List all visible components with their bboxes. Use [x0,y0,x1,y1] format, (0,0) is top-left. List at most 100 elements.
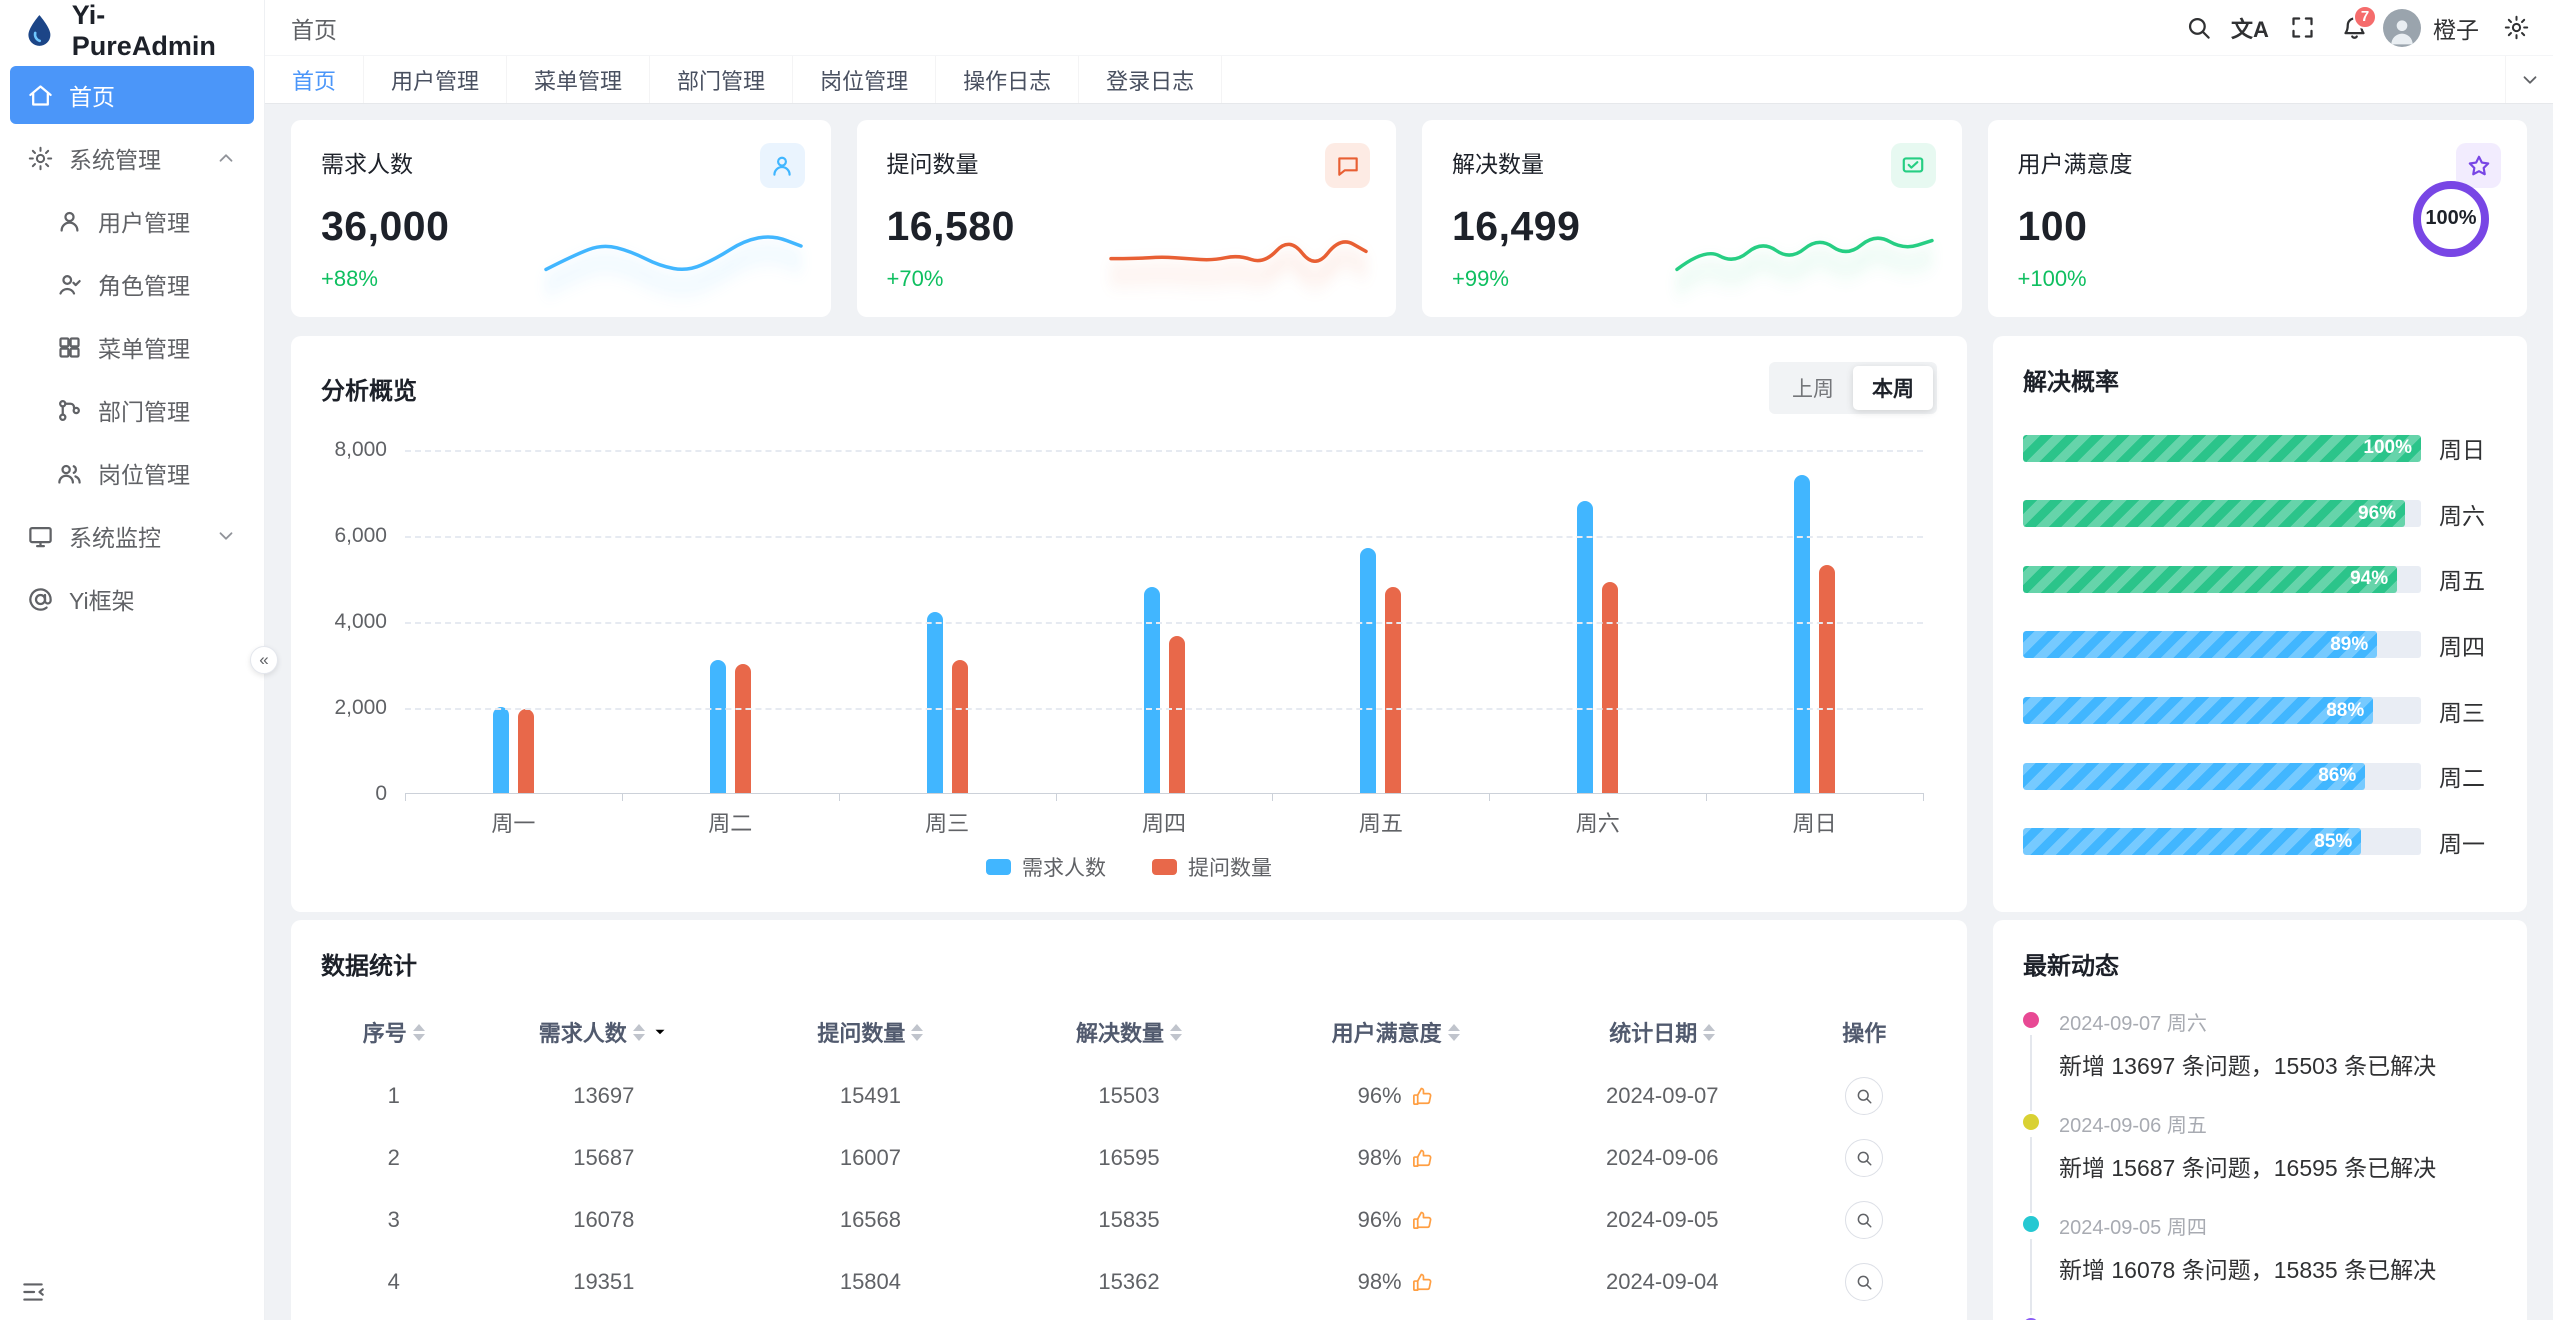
stat-delta: +70% [886,266,944,291]
view-detail-button[interactable] [1845,1201,1884,1239]
sidebar-item-label: 菜单管理 [98,336,190,362]
bar-需求人数-周六 [1577,500,1594,793]
stat-iconbox [1890,143,1936,188]
filter-chevron-icon [651,1023,669,1041]
bar-group-4 [1272,450,1489,793]
stat-value: 36,000 [321,203,450,249]
sidebar-item-label: 系统监控 [69,525,161,551]
probability-list: 100% 周日 96% 周六 94% 周五 89% 周四 88% 周三 86% 周二 85% 周一 [2023,431,2497,859]
toggle-1[interactable]: 本周 [1853,366,1933,410]
collapse-glyph: « [259,650,269,669]
chart-legend: 需求人数 提问数量 [321,852,1937,882]
gear-icon [2503,14,2530,41]
probability-track: 100% [2023,434,2421,462]
content: 需求人数 36,000 +88% 提问数量 16,580 +70% 解决数量 16,499 +9… [265,104,2553,1320]
tab-2[interactable]: 菜单管理 [507,56,651,103]
probability-row-3: 89% 周四 [2023,628,2497,662]
bar-提问数量-周日 [1819,565,1836,793]
stat-iconbox [1325,143,1370,188]
translate-button[interactable]: 文A [2227,5,2273,51]
tab-0[interactable]: 首页 [265,56,365,103]
probability-fill: 89% [2023,631,2378,659]
table-header-4[interactable]: 用户满意度 [1258,999,1533,1065]
probability-row-6: 85% 周一 [2023,825,2497,859]
view-detail-button[interactable] [1845,1263,1884,1301]
table-header-5[interactable]: 统计日期 [1533,999,1792,1065]
sidebar-subitem-1-1[interactable]: 角色管理 [10,255,254,313]
table-header-3[interactable]: 解决数量 [1000,999,1259,1065]
stat-card-1: 提问数量 16,580 +70% [856,120,1396,317]
breadcrumb[interactable]: 首页 [291,16,337,43]
settings-button[interactable] [2493,5,2539,51]
latest-activity-title: 最新动态 [2023,953,2119,980]
toggle-0[interactable]: 上周 [1792,378,1834,401]
table-header-0[interactable]: 序号 [321,999,466,1065]
magnifier-icon [1855,1149,1873,1167]
legend-label: 需求人数 [1022,857,1106,880]
fullscreen-button[interactable] [2279,5,2325,51]
notifications-button[interactable]: 7 [2331,4,2377,51]
probability-title: 解决概率 [2023,369,2119,396]
stat-iconbox [2456,143,2501,188]
home-icon [27,82,54,109]
search-button[interactable] [2175,5,2221,51]
tab-5[interactable]: 操作日志 [936,56,1080,103]
x-tick-label: 周二 [708,811,753,836]
view-detail-button[interactable] [1845,1077,1884,1115]
stat-delta: +99% [1452,266,1509,291]
tabs-more-button[interactable] [2505,56,2553,103]
latest-activity-card: 最新动态 2024-09-07 周六 新增 13697 条问题，15503 条已解… [1993,920,2527,1320]
bar-需求人数-周一 [492,707,509,793]
legend-item-需求人数[interactable]: 需求人数 [986,852,1106,882]
sidebar-item-0[interactable]: 首页 [10,66,254,124]
tabs-list: 首页 用户管理 菜单管理 部门管理 岗位管理 操作日志 登录日志 [265,56,1223,103]
sidebar-collapse-button[interactable]: « [250,646,278,674]
statistics-table: 序号 需求人数 提问数量 解决数量 用户满意度 统计日期 操作 1 13697 15491 155… [321,999,1937,1320]
username[interactable]: 橙子 [2433,16,2479,43]
sidebar-subitem-1-2[interactable]: 菜单管理 [10,318,254,376]
y-tick-label: 2,000 [334,696,387,719]
tab-1[interactable]: 用户管理 [364,56,508,103]
app-logo[interactable]: Yi-PureAdmin [0,0,264,62]
x-tick-label: 周五 [1358,811,1403,836]
bar-需求人数-周日 [1794,474,1811,793]
stat-title: 提问数量 [886,151,979,177]
bar-需求人数-周二 [709,659,726,793]
bar-提问数量-周一 [517,709,534,793]
chart-y-axis: 0 2,000 4,000 6,000 8,000 [321,438,387,805]
tab-6[interactable]: 登录日志 [1079,56,1223,103]
period-toggle: 上周 本周 [1769,362,1937,414]
view-detail-button[interactable] [1845,1139,1884,1177]
probability-fill: 100% [2023,434,2421,462]
probability-row-2: 94% 周五 [2023,562,2497,596]
probability-fill: 85% [2023,828,2362,856]
menu-fold-icon[interactable] [20,1279,46,1305]
legend-swatch [986,859,1011,875]
avatar[interactable] [2383,8,2421,47]
y-tick-label: 0 [375,782,387,805]
sidebar-item-3[interactable]: Yi框架 [10,570,254,628]
tab-4[interactable]: 岗位管理 [793,56,937,103]
sort-caret-icon [1447,1023,1460,1041]
sidebar-subitem-1-4[interactable]: 岗位管理 [10,444,254,502]
sidebar-item-1[interactable]: 系统管理 [10,129,254,187]
table-header-1[interactable]: 需求人数 [466,999,741,1065]
thumbs-up-icon [1411,1271,1434,1294]
sidebar-item-2[interactable]: 系统监控 [10,507,254,565]
cell-date: 2024-09-04 [1605,1269,1719,1294]
table-header-2[interactable]: 提问数量 [741,999,1000,1065]
legend-item-提问数量[interactable]: 提问数量 [1152,852,1272,882]
cell-date: 2024-09-05 [1605,1207,1719,1232]
monitor-icon [27,523,54,550]
x-tick-label: 周三 [925,811,970,836]
timeline-dot [2023,1318,2039,1320]
bar-group-1 [622,450,839,793]
sidebar-subitem-1-3[interactable]: 部门管理 [10,381,254,439]
sidebar-subitem-1-0[interactable]: 用户管理 [10,192,254,250]
sidebar: Yi-PureAdmin 首页 系统管理 用户管理 角色管理菜单管理部门管理 岗位管理系… [0,0,278,1320]
timeline-date: 2024-09-07 周六 [2059,1013,2207,1035]
fullscreen-icon [2289,14,2316,41]
tab-3[interactable]: 部门管理 [650,56,794,103]
probability-percent: 86% [2318,765,2357,787]
sort-caret-icon [911,1023,924,1041]
